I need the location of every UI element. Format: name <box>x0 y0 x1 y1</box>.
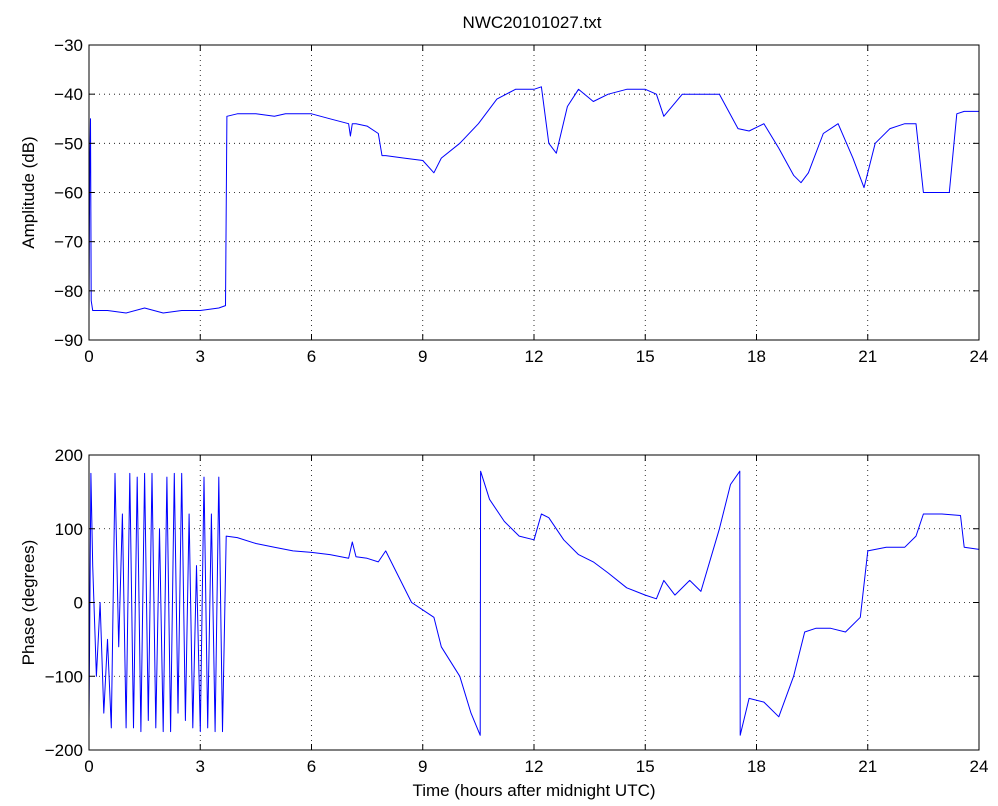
phase-xlabel: Time (hours after midnight UTC) <box>412 781 655 800</box>
phase-xtick-label: 12 <box>525 757 544 776</box>
phase-ytick-label: 100 <box>55 520 83 539</box>
phase-series-line <box>88 470 980 736</box>
amplitude-ytick-label: −60 <box>54 184 83 203</box>
amplitude-xtick-label: 15 <box>636 347 655 366</box>
phase-ytick-label: −200 <box>45 741 83 760</box>
phase-xtick-label: 9 <box>418 757 427 776</box>
amplitude-ytick-label: −70 <box>54 233 83 252</box>
amplitude-ytick-label: −90 <box>54 331 83 350</box>
amplitude-xtick-label: 24 <box>970 347 989 366</box>
amplitude-ytick-label: −50 <box>54 134 83 153</box>
amplitude-series-line <box>88 86 979 314</box>
amplitude-xtick-label: 18 <box>747 347 766 366</box>
phase-xtick-label: 0 <box>84 757 93 776</box>
amplitude-ytick-label: −40 <box>54 85 83 104</box>
figure-title: NWC20101027.txt <box>463 13 602 32</box>
amplitude-ytick-label: −30 <box>54 36 83 55</box>
phase-xtick-label: 18 <box>747 757 766 776</box>
amplitude-ytick-label: −80 <box>54 282 83 301</box>
phase-xtick-label: 6 <box>307 757 316 776</box>
amplitude-ylabel: Amplitude (dB) <box>19 136 38 248</box>
phase-xtick-label: 3 <box>196 757 205 776</box>
amplitude-xtick-label: 12 <box>525 347 544 366</box>
amplitude-panel: 0 3 6 9 12 15 18 21 24 −90 −80 −70 −60 −50 −40 −30 Ampli… <box>19 36 988 366</box>
phase-ytick-label: 0 <box>74 594 83 613</box>
amplitude-xtick-label: 9 <box>418 347 427 366</box>
amplitude-xtick-label: 21 <box>858 347 877 366</box>
phase-xtick-label: 24 <box>970 757 989 776</box>
phase-panel: 0 3 6 9 12 15 18 21 24 −200 −100 0 100 200 Phase (degr… <box>19 446 988 800</box>
amplitude-xtick-label: 0 <box>84 347 93 366</box>
phase-ylabel: Phase (degrees) <box>19 540 38 666</box>
amplitude-xtick-label: 6 <box>307 347 316 366</box>
phase-ytick-label: −100 <box>45 667 83 686</box>
phase-ytick-label: 200 <box>55 446 83 465</box>
phase-xtick-label: 15 <box>636 757 655 776</box>
phase-xtick-label: 21 <box>858 757 877 776</box>
amplitude-xtick-label: 3 <box>196 347 205 366</box>
